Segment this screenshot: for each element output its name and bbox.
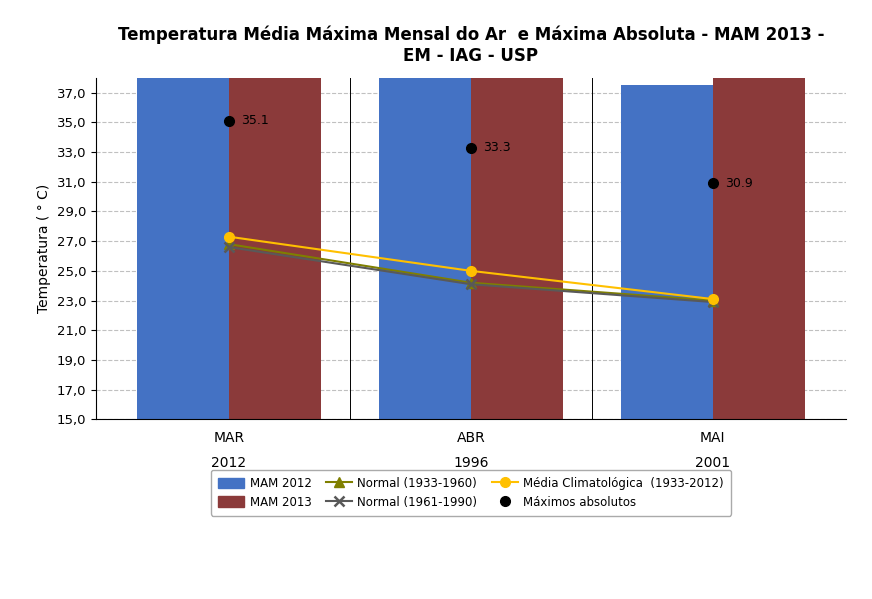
Text: 33.3: 33.3 — [483, 141, 511, 154]
Bar — [137, 2, 229, 419]
Text: MAR: MAR — [214, 431, 244, 445]
Text: 35.1: 35.1 — [241, 114, 269, 128]
Text: MAI: MAI — [700, 431, 726, 445]
Title: Temperatura Média Máxima Mensal do Ar  e Máxima Absoluta - MAM 2013 -
EM - IAG -: Temperatura Média Máxima Mensal do Ar e … — [118, 26, 824, 65]
Text: ABR: ABR — [457, 431, 485, 445]
X-axis label: Meses: Meses — [444, 492, 498, 507]
Y-axis label: Temperatura ( ° C): Temperatura ( ° C) — [37, 184, 51, 313]
Bar — [379, 32, 471, 419]
Text: 30.9: 30.9 — [725, 177, 753, 190]
Legend: MAM 2012, MAM 2013, Normal (1933-1960), Normal (1961-1990), Média Climatológica : MAM 2012, MAM 2013, Normal (1933-1960), … — [210, 470, 732, 516]
Text: 2001: 2001 — [695, 456, 731, 470]
Bar — [712, 74, 805, 419]
Text: 2012: 2012 — [211, 456, 247, 470]
Bar — [229, 29, 321, 419]
Bar — [471, 56, 562, 419]
Bar — [621, 85, 712, 419]
Text: 1996: 1996 — [453, 456, 488, 470]
